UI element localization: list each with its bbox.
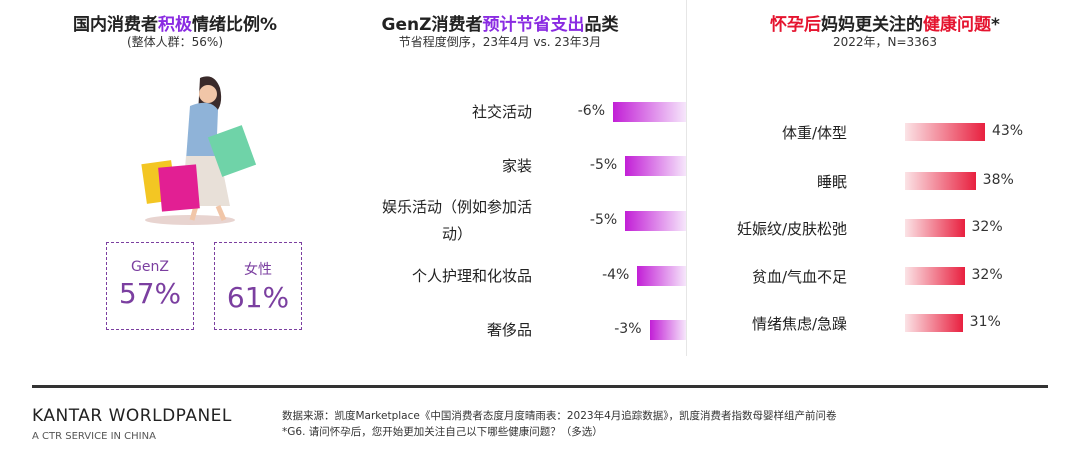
left-title: 国内消费者积极情绪比例% (40, 10, 310, 35)
category-label: 社交活动 (471, 102, 532, 121)
category-label: 情绪焦虑/急躁 (751, 315, 847, 333)
title-part: GenZ消费者 (381, 15, 483, 35)
title-part: 积极 (157, 15, 192, 35)
bar (905, 123, 985, 141)
stat-box: GenZ 57% (106, 242, 194, 330)
bar (637, 266, 686, 286)
bar (625, 156, 686, 176)
value-label: 31% (969, 314, 1001, 330)
value-label: 32% (971, 219, 1003, 235)
category-label: 贫血/气血不足 (751, 268, 847, 286)
title-part: 怀孕后 (770, 15, 822, 35)
title-part: 国内消费者 (72, 15, 158, 35)
divider (686, 0, 687, 356)
category-label: 奢侈品 (486, 320, 532, 339)
bar (905, 267, 965, 285)
bar (905, 314, 963, 332)
brand: KANTAR WORLDPANEL (32, 406, 232, 426)
stat-label: 女性 (244, 262, 272, 278)
title-part: 健康问题 (923, 15, 992, 35)
chart-subtitle: 节省程度倒序，23年4月 vs. 23年3月 (398, 35, 602, 49)
stat-label: GenZ (131, 259, 169, 275)
bar (613, 102, 686, 122)
chart-title: GenZ消费者预计节省支出品类 (340, 10, 660, 35)
title-part: 妈妈更关注的 (821, 15, 924, 35)
title-part: 预计节省支出 (482, 15, 585, 35)
category-label: 娱乐活动（例如参加活动） (382, 198, 533, 243)
category-label: 个人护理和化妆品 (411, 266, 532, 285)
category-label: 体重/体型 (781, 124, 847, 142)
category-label: 妊娠纹/皮肤松弛 (736, 220, 847, 238)
value-label: 43% (991, 123, 1024, 139)
bar (649, 320, 686, 340)
category-label: 家装 (501, 156, 532, 175)
title-part: 情绪比例% (191, 15, 278, 35)
chart-title: 怀孕后妈妈更关注的健康问题* (720, 10, 1050, 35)
stat-value: 61% (226, 281, 290, 314)
brand-sub: A CTR SERVICE IN CHINA (32, 431, 156, 442)
value-label: 32% (971, 267, 1003, 283)
value-label: -6% (577, 103, 605, 119)
footer-rule (32, 385, 1048, 388)
note: *G6. 请问怀孕后，您开始更加关注自己以下哪些健康问题？（多选） (282, 426, 603, 438)
bar (905, 219, 965, 237)
value-label: 38% (982, 172, 1014, 188)
title-part: * (991, 15, 1000, 35)
stat-value: 57% (118, 277, 182, 310)
source: 数据来源：凯度Marketplace《中国消费者态度月度晴雨表：2023年4月追… (282, 410, 837, 422)
title-part: 品类 (584, 15, 619, 35)
value-label: -3% (614, 321, 642, 337)
category-label: 睡眠 (816, 173, 847, 191)
left-subtitle: (整体人群：56%) (126, 35, 224, 49)
bar (625, 211, 686, 231)
value-label: -5% (589, 212, 618, 228)
value-label: -4% (602, 267, 630, 283)
bar (905, 172, 976, 190)
illustration (141, 76, 257, 225)
value-label: -5% (589, 157, 618, 173)
chart-subtitle: 2022年，N=3363 (832, 35, 938, 49)
stat-box: 女性 61% (214, 242, 302, 330)
